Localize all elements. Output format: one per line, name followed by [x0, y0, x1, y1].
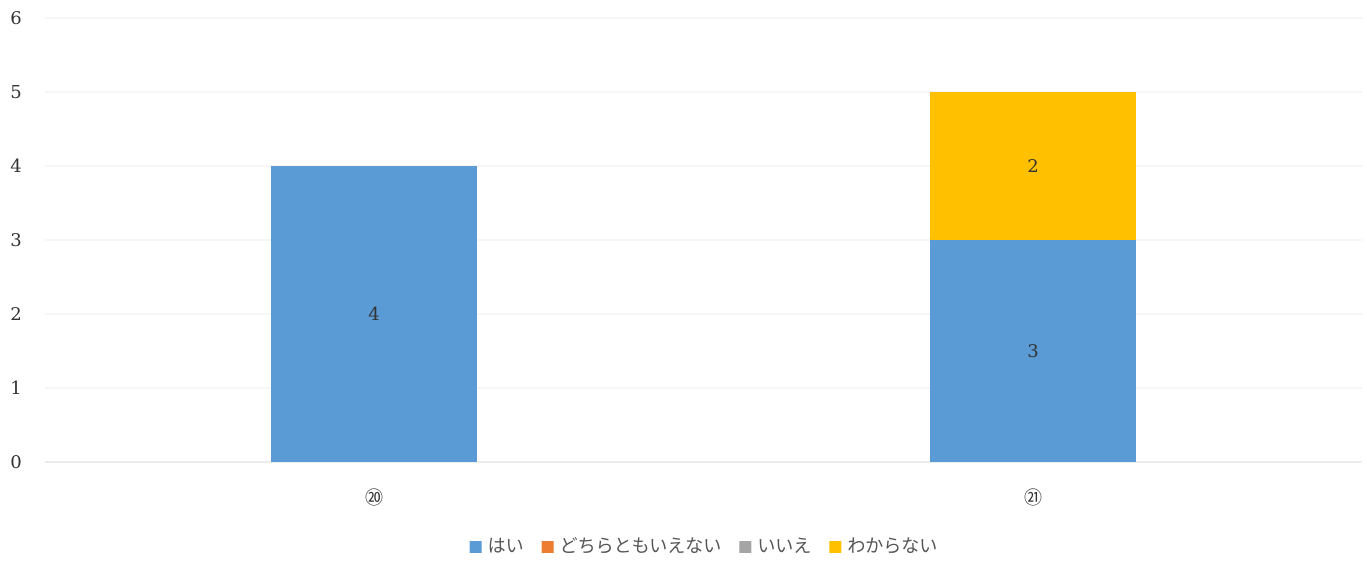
bar-data-label: 3	[1027, 341, 1038, 362]
bar-segment	[930, 240, 1136, 462]
legend-swatch	[829, 541, 842, 553]
legend-item: わからない	[829, 536, 937, 557]
y-tick-label: 2	[10, 304, 21, 325]
legend-label: どちらともいえない	[560, 536, 722, 557]
grid-lines	[45, 17, 1362, 463]
y-axis: 0 1 2 3 4 5 6	[10, 8, 21, 473]
y-tick-label: 4	[10, 156, 21, 177]
y-tick-label: 6	[10, 8, 21, 29]
legend-swatch	[469, 541, 482, 553]
x-tick-label: ⑳	[365, 488, 383, 509]
y-tick-label: 3	[10, 230, 21, 251]
bar-data-label: 2	[1027, 156, 1038, 177]
legend-label: わからない	[847, 536, 937, 557]
legend-swatch	[541, 541, 554, 553]
data-labels: 4 3 2	[368, 156, 1038, 362]
y-tick-label: 1	[10, 378, 21, 399]
legend-item: いいえ	[739, 536, 811, 557]
legend: はい どちらともいえない いいえ わからない	[469, 536, 937, 557]
bars	[271, 92, 1136, 462]
bar-segment	[930, 92, 1136, 240]
bar-segment	[271, 166, 477, 462]
legend-label: はい	[488, 536, 524, 557]
x-tick-label: ㉑	[1024, 488, 1042, 509]
bar-data-label: 4	[368, 304, 379, 325]
y-tick-label: 5	[10, 82, 21, 103]
y-tick-label: 0	[10, 452, 21, 473]
legend-item: はい	[469, 536, 524, 557]
legend-swatch	[739, 541, 752, 553]
legend-item: どちらともいえない	[541, 536, 722, 557]
legend-label: いいえ	[757, 536, 811, 557]
